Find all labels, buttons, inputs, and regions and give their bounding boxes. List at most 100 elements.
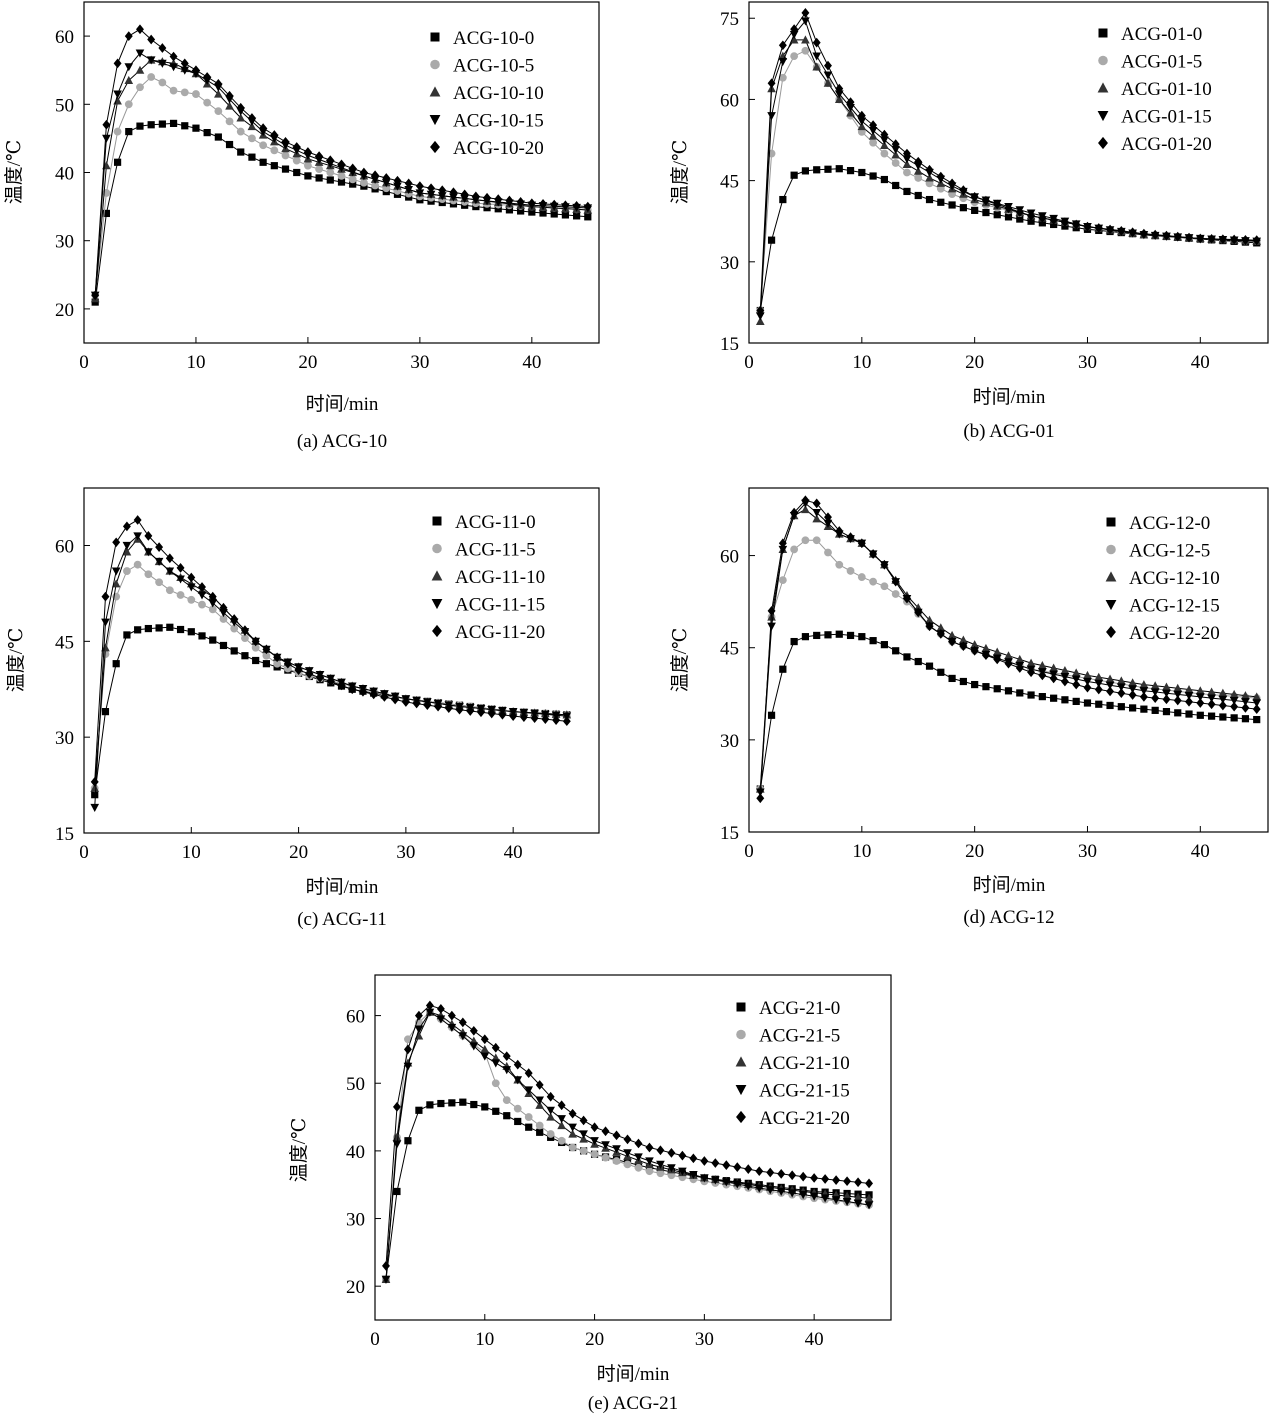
data-point	[864, 1193, 874, 1202]
x-tick-label: 20	[289, 842, 308, 863]
legend-marker	[735, 1085, 747, 1096]
data-point	[568, 1123, 577, 1132]
legend-marker	[1106, 625, 1116, 639]
data-point	[959, 641, 968, 652]
data-point	[155, 624, 163, 632]
series-ACG-01-20	[756, 7, 1261, 316]
data-point	[925, 173, 934, 182]
legend-item: ACG-01-10	[1097, 79, 1212, 100]
data-point	[561, 211, 570, 219]
data-point	[165, 586, 174, 595]
legend-label: ACG-10-15	[453, 111, 544, 132]
data-point	[166, 623, 174, 631]
data-point	[241, 634, 249, 643]
data-point	[903, 168, 911, 177]
y-tick-label: 45	[55, 632, 74, 653]
data-point	[1117, 683, 1126, 692]
data-point	[281, 151, 290, 160]
legend-item: ACG-11-15	[431, 595, 545, 616]
legend-item: ACG-21-10	[735, 1053, 850, 1074]
series-line	[94, 626, 567, 795]
data-point	[251, 643, 260, 652]
data-point	[868, 131, 878, 140]
legend-item: ACG-12-5	[1106, 541, 1210, 562]
data-point	[124, 100, 133, 109]
data-point	[812, 37, 821, 48]
legend-label: ACG-01-5	[1121, 52, 1202, 73]
data-point	[262, 644, 271, 655]
y-tick-label: 60	[55, 537, 74, 558]
data-point	[101, 591, 110, 602]
series-ACG-21-10	[381, 1007, 874, 1284]
data-point	[820, 1194, 830, 1203]
data-point	[766, 1167, 775, 1178]
data-point	[1083, 677, 1092, 686]
data-point	[812, 536, 821, 545]
panel-title: (a) ACG-10	[297, 431, 387, 452]
data-point	[1229, 689, 1239, 698]
data-point	[541, 714, 550, 725]
data-point	[1241, 715, 1250, 723]
data-point	[208, 599, 218, 608]
data-point	[1026, 658, 1036, 667]
data-point	[1195, 686, 1205, 695]
data-point	[236, 113, 246, 122]
x-axis-label: 时间/min	[973, 386, 1046, 408]
data-point	[914, 191, 922, 200]
data-point	[835, 560, 844, 569]
data-point	[480, 1044, 490, 1054]
data-point	[146, 56, 156, 65]
legend-marker	[431, 570, 443, 581]
data-point	[1151, 693, 1160, 703]
data-point	[1038, 219, 1046, 227]
data-point	[371, 170, 380, 181]
data-point	[925, 164, 934, 175]
data-point	[112, 537, 121, 548]
data-point	[801, 633, 810, 641]
data-point	[326, 676, 335, 687]
legend-marker	[430, 140, 440, 154]
data-point	[241, 652, 249, 660]
data-point	[165, 567, 175, 576]
data-point	[236, 102, 245, 113]
data-point	[393, 1187, 401, 1196]
data-point	[590, 1122, 599, 1133]
data-point	[304, 161, 312, 170]
data-point	[90, 803, 100, 812]
y-tick-label: 75	[720, 9, 739, 30]
data-point	[1117, 225, 1126, 236]
data-point	[891, 159, 900, 167]
y-tick-label: 15	[720, 334, 739, 355]
data-point	[948, 201, 956, 209]
panel-b: (b) ACG-01 时间/min 温度/℃ 0 10 20 30 40 15 30 45 60…	[669, 1, 1269, 442]
data-point	[902, 155, 912, 164]
x-tick-label: 0	[79, 842, 89, 863]
data-point	[1016, 689, 1024, 697]
data-point	[1128, 690, 1137, 700]
series-ACG-11-20	[90, 515, 571, 787]
data-point	[460, 189, 469, 200]
y-axis-label: 温度/℃	[3, 140, 25, 205]
data-point	[404, 1137, 412, 1145]
data-point	[449, 193, 458, 202]
x-tick-label: 40	[522, 352, 541, 373]
data-point	[1162, 708, 1171, 716]
data-point	[491, 1079, 500, 1088]
data-point	[925, 662, 934, 670]
data-point	[1071, 668, 1081, 677]
data-point	[203, 129, 211, 137]
data-point	[1015, 207, 1024, 217]
series-ACG-11-0	[91, 623, 571, 799]
data-point	[612, 1157, 621, 1165]
data-point	[993, 654, 1002, 665]
series-ACG-10-5	[91, 73, 592, 300]
data-point	[853, 1192, 863, 1201]
data-point	[1173, 695, 1182, 706]
data-point	[1173, 690, 1183, 699]
data-point	[198, 582, 206, 592]
data-point	[550, 210, 558, 218]
data-point	[790, 171, 798, 179]
data-point	[225, 117, 234, 126]
data-point	[303, 147, 312, 157]
legend-marker	[736, 1002, 746, 1012]
